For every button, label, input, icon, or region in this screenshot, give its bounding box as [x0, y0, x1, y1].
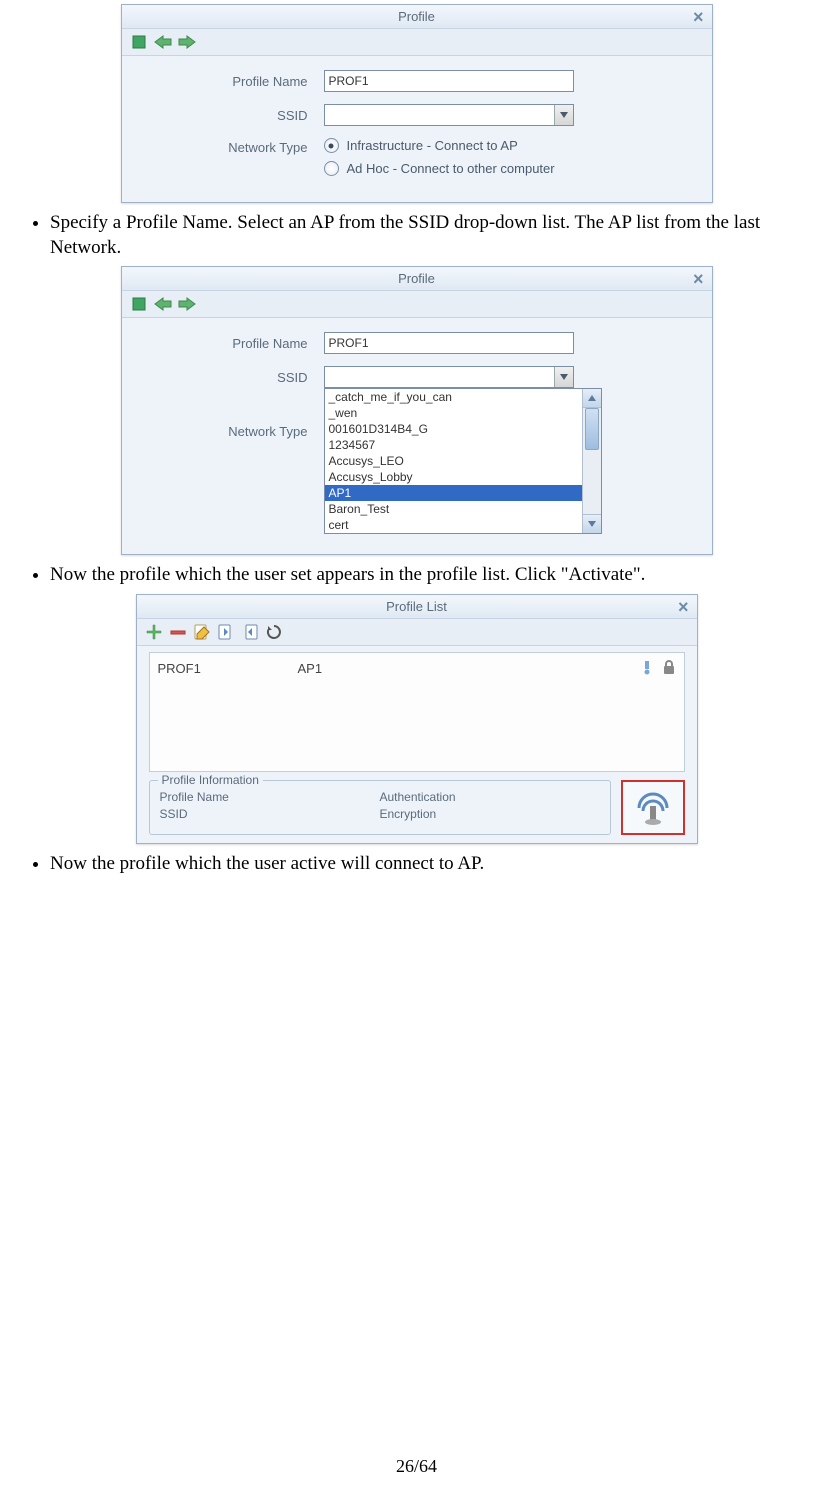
minus-icon[interactable]	[169, 623, 187, 641]
dropdown-icon[interactable]	[554, 105, 573, 125]
signal-icon	[640, 659, 654, 678]
dialog-body: Profile Name SSID Network Type Infrastru…	[122, 56, 712, 202]
ssid-dropdown[interactable]: _catch_me_if_you_can_wen001601D314B4_G12…	[324, 388, 602, 534]
radio-infrastructure[interactable]: Infrastructure - Connect to AP	[324, 138, 555, 153]
bullet-text: Specify a Profile Name. Select an AP fro…	[50, 211, 823, 260]
arrow-right-icon[interactable]	[178, 33, 196, 51]
edit-icon[interactable]	[193, 623, 211, 641]
network-type-radios: Infrastructure - Connect to AP Ad Hoc - …	[324, 138, 555, 176]
profile-list-area: PROF1 AP1	[149, 652, 685, 772]
radio-label: Infrastructure - Connect to AP	[347, 138, 518, 153]
ssid-option[interactable]: _catch_me_if_you_can	[325, 389, 583, 405]
radio-label: Ad Hoc - Connect to other computer	[347, 161, 555, 176]
dialog-title: Profile List	[386, 599, 447, 614]
dialog-body: Profile Name SSID _catch_me_if_you_can_w…	[122, 318, 712, 554]
info-profile-name-label: Profile Name	[160, 790, 380, 804]
info-auth-label: Authentication	[380, 790, 600, 804]
refresh-icon[interactable]	[265, 623, 283, 641]
profile-info-legend: Profile Information	[158, 773, 263, 787]
profile-dialog-2: Profile × Profile Name SSID _catch_	[121, 266, 713, 555]
profile-list-dialog: Profile List × PROF1 AP1	[136, 594, 698, 844]
activate-button[interactable]	[621, 780, 685, 835]
profile-name-input[interactable]	[324, 70, 574, 92]
ssid-input[interactable]	[324, 104, 574, 126]
dialog-toolbar	[122, 29, 712, 56]
page-number: 26/64	[10, 1456, 823, 1477]
close-icon[interactable]: ×	[693, 269, 704, 290]
network-type-label: Network Type	[138, 140, 324, 155]
network-type-label: Network Type	[138, 424, 324, 439]
arrow-left-icon[interactable]	[154, 33, 172, 51]
info-ssid-label: SSID	[160, 807, 380, 821]
lock-icon	[662, 659, 676, 678]
bullet-text: Now the profile which the user active wi…	[50, 852, 823, 877]
export-icon[interactable]	[241, 623, 259, 641]
list-profile-name: PROF1	[158, 661, 298, 676]
ssid-option[interactable]: 1234567	[325, 437, 583, 453]
ssid-combo[interactable]: _catch_me_if_you_can_wen001601D314B4_G12…	[324, 366, 574, 388]
wifi-icon	[633, 788, 673, 828]
radio-icon[interactable]	[324, 161, 339, 176]
profile-information-group: Profile Information Profile Name SSID Au…	[149, 780, 611, 835]
ssid-option[interactable]: AP1	[325, 485, 583, 501]
dialog-titlebar: Profile List ×	[137, 595, 697, 619]
profile-name-label: Profile Name	[138, 336, 324, 351]
close-icon[interactable]: ×	[693, 7, 704, 28]
scrollbar[interactable]	[582, 389, 601, 533]
ssid-option[interactable]: 001601D314B4_G	[325, 421, 583, 437]
profile-name-label: Profile Name	[138, 74, 324, 89]
ssid-option[interactable]: Baron_Test	[325, 501, 583, 517]
dropdown-icon[interactable]	[554, 367, 573, 387]
import-icon[interactable]	[217, 623, 235, 641]
scroll-down-icon[interactable]	[583, 514, 601, 533]
dialog-toolbar	[122, 291, 712, 318]
ssid-option[interactable]: _wen	[325, 405, 583, 421]
stop-icon[interactable]	[130, 295, 148, 313]
ssid-option[interactable]: Accusys_LEO	[325, 453, 583, 469]
ssid-option[interactable]: Accusys_Lobby	[325, 469, 583, 485]
profile-list-body: PROF1 AP1 Profile Information Profile Na	[137, 646, 697, 843]
list-ssid: AP1	[298, 661, 640, 676]
dialog-titlebar: Profile ×	[122, 267, 712, 291]
close-icon[interactable]: ×	[678, 597, 689, 618]
radio-adhoc[interactable]: Ad Hoc - Connect to other computer	[324, 161, 555, 176]
ssid-label: SSID	[138, 108, 324, 123]
profile-name-input[interactable]	[324, 332, 574, 354]
bullet-text: Now the profile which the user set appea…	[50, 563, 823, 588]
scroll-up-icon[interactable]	[583, 389, 601, 408]
arrow-left-icon[interactable]	[154, 295, 172, 313]
ssid-option[interactable]: cert	[325, 517, 583, 533]
arrow-right-icon[interactable]	[178, 295, 196, 313]
stop-icon[interactable]	[130, 33, 148, 51]
ssid-label: SSID	[138, 370, 324, 385]
info-enc-label: Encryption	[380, 807, 600, 821]
dialog-title: Profile	[398, 271, 435, 286]
plus-icon[interactable]	[145, 623, 163, 641]
dialog-title: Profile	[398, 9, 435, 24]
profile-dialog-1: Profile × Profile Name SSID Net	[121, 4, 713, 203]
scroll-thumb[interactable]	[585, 408, 599, 450]
profile-list-row[interactable]: PROF1 AP1	[158, 657, 676, 680]
ssid-input[interactable]	[324, 366, 574, 388]
ssid-combo[interactable]	[324, 104, 574, 126]
profile-list-toolbar	[137, 619, 697, 646]
radio-icon[interactable]	[324, 138, 339, 153]
dialog-titlebar: Profile ×	[122, 5, 712, 29]
